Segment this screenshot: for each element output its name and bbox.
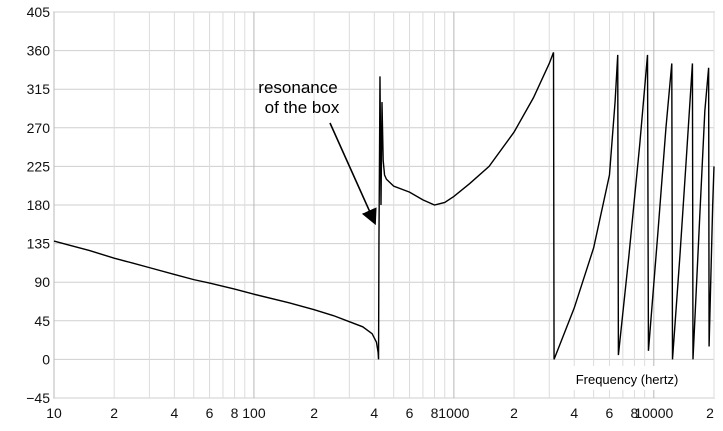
x-tick-label: 6 (606, 405, 614, 421)
y-tick-label: 180 (27, 197, 51, 213)
y-tick-label: 135 (27, 236, 51, 252)
x-tick-label: 4 (570, 405, 578, 421)
y-tick-label: 270 (27, 120, 51, 136)
x-tick-label: 1000 (438, 405, 469, 421)
y-tick-label: 90 (34, 274, 50, 290)
annotation-arrow (329, 122, 377, 226)
x-tick-label: 2 (310, 405, 318, 421)
x-tick-label: 2 (510, 405, 518, 421)
x-tick-label: 100 (242, 405, 266, 421)
x-tick-label: 10 (46, 405, 62, 421)
y-tick-label: 225 (27, 158, 51, 174)
x-tick-label: 4 (370, 405, 378, 421)
y-tick-label: 405 (27, 4, 51, 20)
x-tick-label: 6 (206, 405, 214, 421)
x-tick-label: 4 (170, 405, 178, 421)
x-tick-label: 8 (231, 405, 239, 421)
x-axis-label: Frequency (hertz) (576, 372, 679, 387)
resonance-annotation: resonance of the box (258, 78, 377, 226)
y-tick-label: 315 (27, 81, 51, 97)
annotation-line-2: of the box (265, 98, 340, 117)
xlabel-box (552, 366, 712, 390)
y-axis-ticks: 405 360 315 270 225 180 135 90 45 0 −45 (26, 4, 50, 406)
y-tick-label: 45 (34, 313, 50, 329)
grid (53, 11, 715, 399)
annotation-line-1: resonance (258, 78, 337, 97)
x-tick-label: 2 (706, 405, 714, 421)
x-tick-label: 8 (631, 405, 639, 421)
y-tick-label: 0 (42, 351, 50, 367)
x-tick-label: 2 (110, 405, 118, 421)
x-tick-label: 6 (406, 405, 414, 421)
x-tick-label: 10000 (634, 405, 673, 421)
x-tick-label: 8 (431, 405, 439, 421)
y-tick-label: −45 (26, 390, 50, 406)
y-tick-label: 360 (27, 43, 51, 59)
series-line-phase (53, 52, 715, 360)
